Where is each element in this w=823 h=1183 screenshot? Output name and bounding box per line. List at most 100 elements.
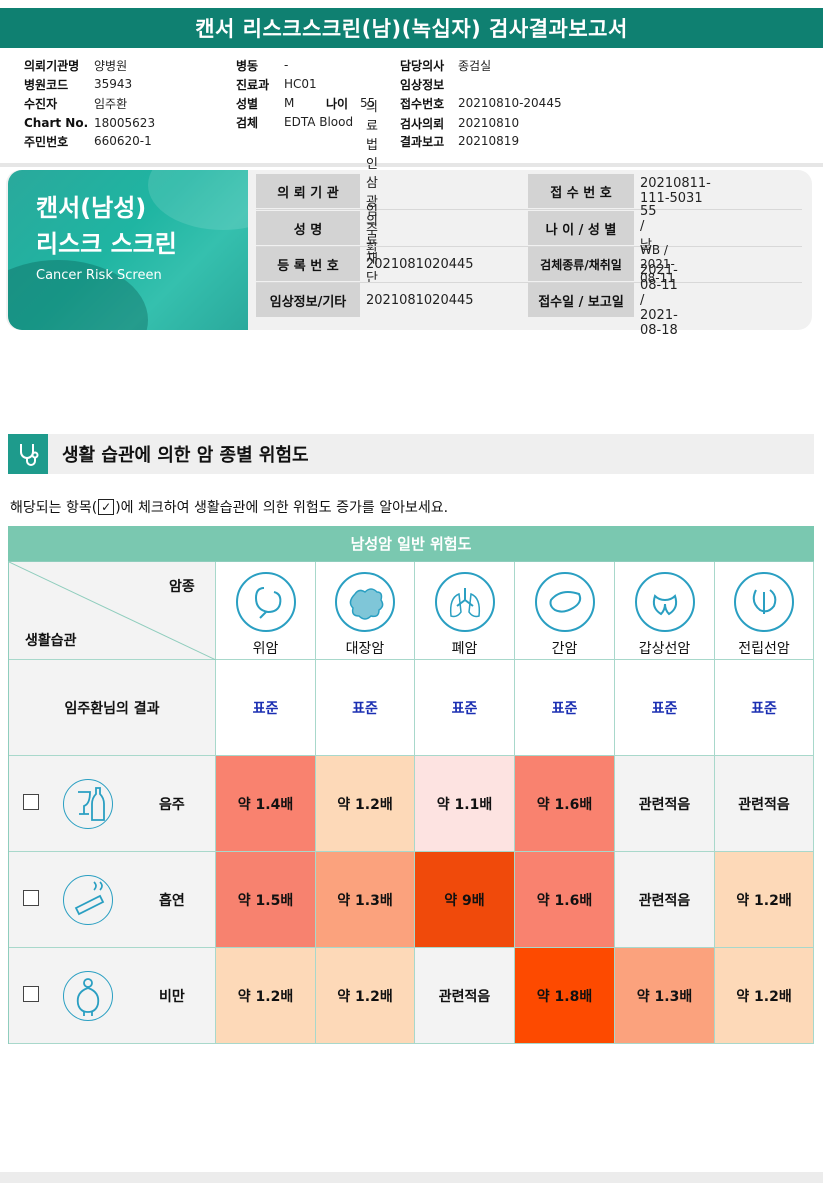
info-request-date: 검사의뢰 20210810 [400,116,520,131]
row-divider [256,282,802,283]
value-name: 임주환 [366,203,378,257]
result-cell: 표준 [415,660,515,756]
colon-icon [335,572,395,632]
banner-subtitle: Cancer Risk Screen [36,268,162,283]
cancer-name: 대장암 [345,641,385,657]
value-receipt-no: 20210811-111-5031 [640,176,711,206]
cancer-name: 폐암 [451,641,478,657]
obesity-icon [63,971,113,1021]
info-ward: 병동 - [236,58,289,73]
risk-cell: 관련적음 [615,852,715,948]
footer-strip [0,1172,823,1183]
risk-cell: 약 1.2배 [316,756,415,852]
habit-row-label: 흡연 [9,852,216,948]
cancer-name: 위암 [252,641,279,657]
risk-cell: 관련적음 [615,756,715,852]
prostate-icon [734,572,794,632]
thyroid-icon [634,572,695,632]
result-cell: 표준 [715,660,814,756]
label-receipt-no: 접 수 번 호 [528,174,634,208]
habit-checkbox[interactable] [23,890,39,906]
risk-cell: 약 1.3배 [316,852,415,948]
info-hospital-code: 병원코드 35943 [24,77,133,92]
risk-table: 암종 생활습관 위암 대장암 폐암 간암 갑상선암 전립선암 임주환님의 결과 표준 표준 표준 표… [8,561,814,1044]
result-cell: 표준 [316,660,415,756]
section-title: 생활 습관에 의한 암 종별 위험도 [62,445,309,466]
banner-title-line1: 캔서(남성) [36,194,147,222]
risk-cell: 약 1.6배 [515,756,615,852]
smoking-icon [63,875,113,925]
instruction-text: 해당되는 항목( ✓ )에 체크하여 생활습관에 의한 위험도 증가를 알아보세… [10,499,449,516]
label-age-sex: 나 이 / 성 별 [528,211,634,245]
info-patient: 수진자 임주환 [24,96,128,111]
banner-title-line2: 리스크 스크린 [36,230,177,258]
stethoscope-icon [8,434,48,474]
risk-cell: 약 9배 [415,852,515,948]
value-clinical-etc: 2021081020445 [366,292,474,308]
habit-checkbox[interactable] [23,986,39,1002]
header-info: 의뢰기관명 양병원 병원코드 35943 수진자 임주환 Chart No. 1… [0,56,823,156]
info-receipt-no: 접수번호 20210810-20445 [400,96,562,111]
stomach-icon [235,572,296,632]
risk-cell: 약 1.8배 [515,948,615,1044]
corner-habit-label: 생활습관 [25,633,77,649]
value-age-sex: 55 / 남 [640,203,657,253]
risk-cell: 관련적음 [415,948,515,1044]
cancer-header-cell: 폐암 [415,562,515,660]
label-registration-no: 등 록 번 호 [256,247,360,281]
risk-cell: 약 1.2배 [715,852,814,948]
habit-checkbox[interactable] [23,794,39,810]
risk-cell: 약 1.4배 [216,756,316,852]
label-receipt-report-date: 접수일 / 보고일 [528,283,634,317]
alcohol-icon [63,779,113,829]
risk-cell: 약 1.2배 [715,948,814,1044]
result-cell: 표준 [216,660,316,756]
label-clinical-etc: 임상정보/기타 [256,283,360,317]
risk-cell: 약 1.2배 [216,948,316,1044]
cancer-risk-banner: 캔서(남성) 리스크 스크린 Cancer Risk Screen [8,170,248,330]
table-corner-cell: 암종 생활습관 [9,562,216,660]
habit-row-label: 비만 [9,948,216,1044]
label-name: 성 명 [256,211,360,245]
section-header: 생활 습관에 의한 암 종별 위험도 [8,434,814,474]
info-chart-no: Chart No. 18005623 [24,116,156,130]
result-cell: 표준 [615,660,715,756]
cancer-name: 갑상선암 [638,641,691,657]
cancer-header-cell: 전립선암 [715,562,814,660]
info-resident-no: 주민번호 660620-1 [24,134,152,149]
cancer-header-cell: 간암 [515,562,615,660]
risk-cell: 약 1.6배 [515,852,615,948]
result-row-label: 임주환님의 결과 [9,660,216,756]
risk-cell: 약 1.3배 [615,948,715,1044]
result-cell: 표준 [515,660,615,756]
value-receipt-report-date: 2021-08-11 / 2021-08-18 [640,263,678,338]
info-specimen: 검체 EDTA Blood [236,115,354,130]
header-divider [0,163,823,167]
liver-icon [534,572,595,632]
risk-cell: 관련적음 [715,756,814,852]
info-department: 진료과 HC01 [236,77,317,92]
cancer-name: 전립선암 [738,641,790,657]
label-institution: 의 뢰 기 관 [256,174,360,208]
cancer-header-cell: 위암 [216,562,316,660]
cancer-header-cell: 대장암 [316,562,415,660]
corner-cancer-type-label: 암종 [169,579,195,595]
corner-diagonal [9,562,216,660]
label-specimen-date: 검체종류/채취일 [528,247,634,281]
info-report-date: 결과보고 20210819 [400,134,520,149]
table-header: 남성암 일반 위험도 [8,526,814,561]
row-divider [256,246,802,247]
info-doctor: 담당의사 종검실 [400,58,492,73]
info-hospital-name: 의뢰기관명 양병원 [24,58,128,73]
row-divider [256,209,802,210]
value-registration-no: 2021081020445 [366,256,474,272]
check-icon: ✓ [98,499,115,515]
info-clinical: 임상정보 [400,77,445,92]
banner-decoration [148,170,248,230]
report-title: 캔서 리스크스크린(남)(녹십자) 검사결과보고서 [0,8,823,48]
habit-name: 흡연 [159,892,185,909]
info-sex: 성별 M 나이 55 [236,96,376,111]
habit-name: 비만 [159,988,185,1005]
risk-cell: 약 1.2배 [316,948,415,1044]
habit-row-label: 음주 [9,756,216,852]
